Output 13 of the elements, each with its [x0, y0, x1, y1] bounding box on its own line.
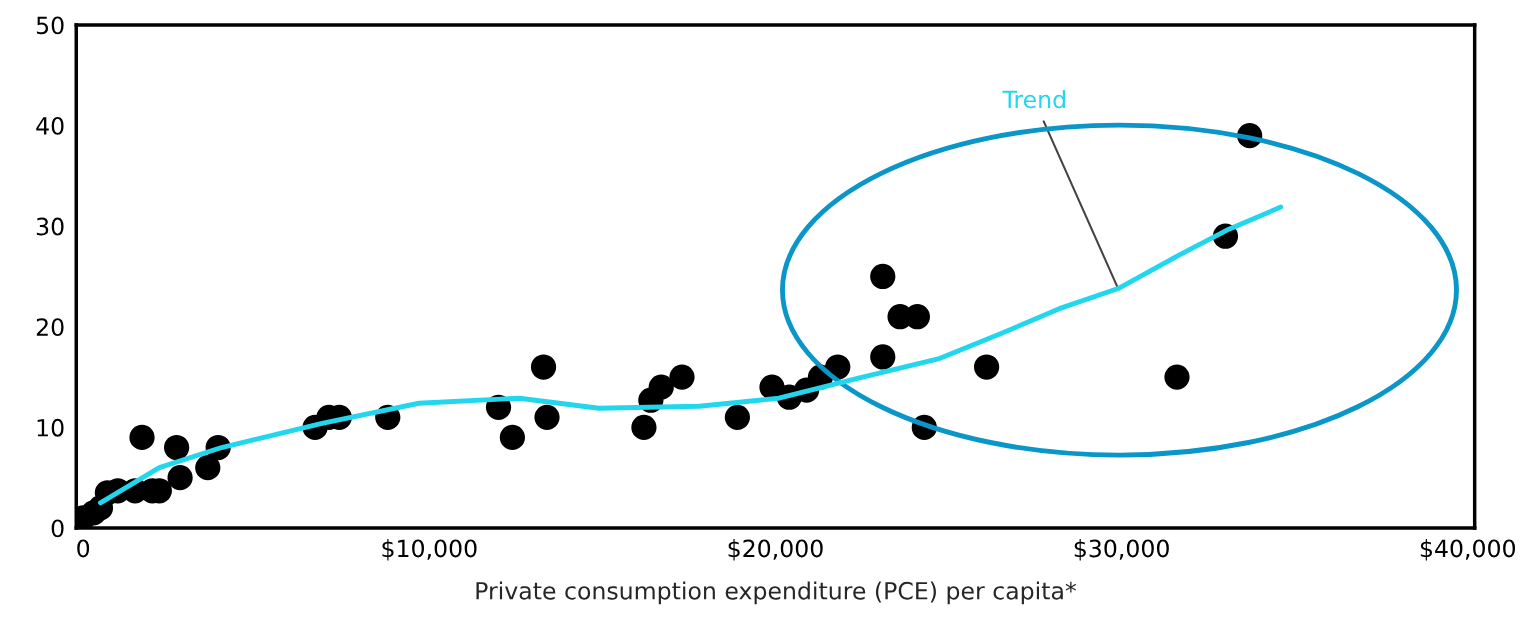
y-tick-label: 0 — [51, 519, 64, 538]
y-tick-label: 30 — [36, 217, 64, 236]
x-tick-label: $20,000 — [728, 539, 823, 561]
x-axis-title: Private consumption expenditure (PCE) per capita* — [476, 581, 1077, 605]
y-tick-label: 50 — [36, 16, 64, 35]
y-tick-label: 40 — [36, 117, 64, 135]
y-tick-label: 20 — [36, 318, 64, 337]
text: Trend — [1002, 90, 1065, 109]
x-tick-label: $10,000 — [382, 539, 477, 561]
x-tick-label: $30,000 — [1074, 539, 1169, 561]
y-tick-label: 10 — [37, 418, 64, 437]
x-tick-label: $40,000 — [1420, 539, 1515, 561]
x-tick-label: 0 — [77, 539, 90, 558]
